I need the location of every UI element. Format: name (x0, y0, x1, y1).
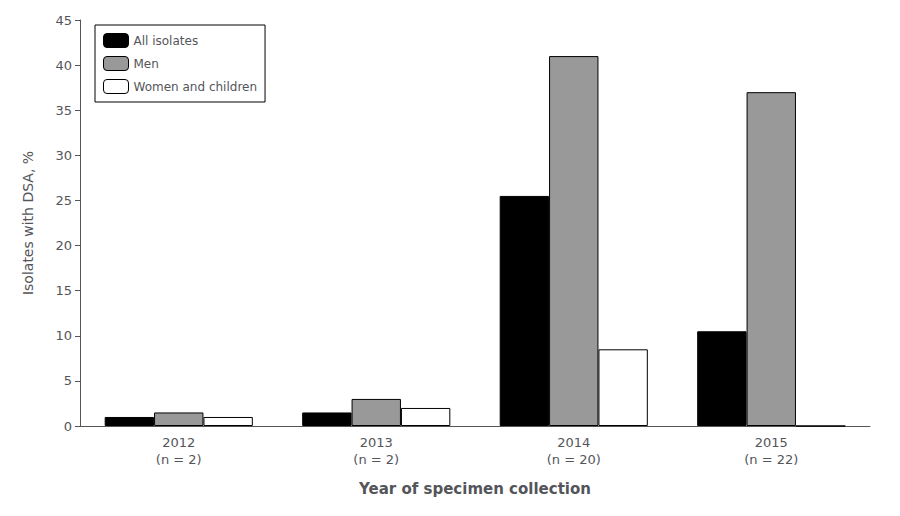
svg-text:2012: 2012 (162, 435, 195, 450)
svg-text:10: 10 (55, 328, 72, 343)
svg-text:20: 20 (55, 238, 72, 253)
svg-text:Year of specimen collection: Year of specimen collection (358, 480, 591, 498)
svg-text:45: 45 (55, 13, 72, 28)
svg-text:2015: 2015 (755, 435, 788, 450)
svg-text:0: 0 (64, 419, 72, 434)
svg-text:25: 25 (55, 193, 72, 208)
svg-text:All isolates: All isolates (134, 34, 199, 48)
svg-text:15: 15 (55, 283, 72, 298)
svg-text:2014: 2014 (557, 435, 590, 450)
svg-text:35: 35 (55, 103, 72, 118)
svg-text:(n = 2): (n = 2) (353, 452, 399, 467)
svg-text:(n = 2): (n = 2) (156, 452, 202, 467)
svg-text:40: 40 (55, 58, 72, 73)
svg-text:(n = 22): (n = 22) (744, 452, 798, 467)
svg-text:5: 5 (64, 373, 72, 388)
svg-text:Men: Men (134, 57, 159, 71)
svg-text:(n = 20): (n = 20) (547, 452, 601, 467)
svg-text:30: 30 (55, 148, 72, 163)
svg-text:2013: 2013 (360, 435, 393, 450)
svg-text:Women and children: Women and children (134, 80, 258, 94)
svg-text:Isolates with DSA, %: Isolates with DSA, % (20, 151, 36, 295)
